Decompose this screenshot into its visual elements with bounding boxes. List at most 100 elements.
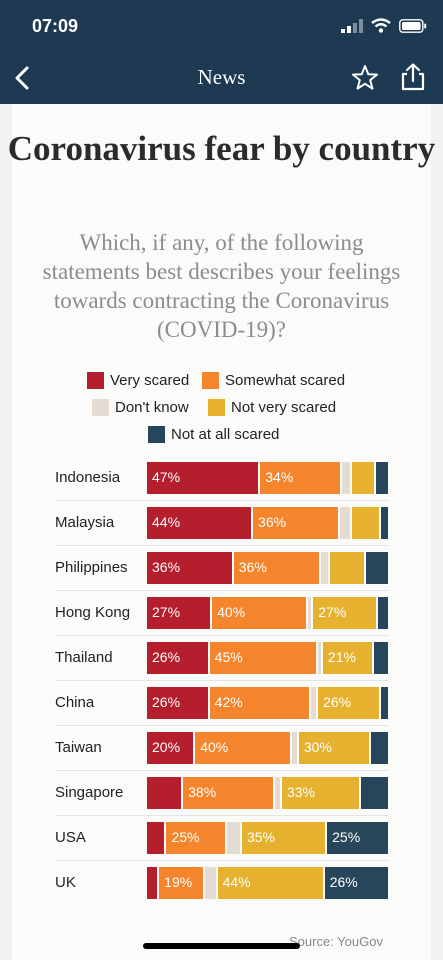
data-label: 44% (152, 514, 181, 530)
bar-segment (351, 462, 374, 494)
data-label: 40% (200, 739, 229, 755)
bar-segment (342, 462, 350, 494)
data-label: 26% (152, 649, 181, 665)
bar-segment: 40% (212, 597, 307, 629)
bar-segment (380, 687, 388, 719)
bar-segment: 36% (147, 552, 232, 584)
bar-segment: 34% (260, 462, 341, 494)
legend-item: Not at all scared (148, 426, 279, 443)
data-label: 25% (171, 829, 200, 845)
bar-segment: 36% (253, 507, 338, 539)
legend-swatch (208, 399, 225, 416)
share-icon[interactable] (398, 62, 428, 92)
bar-segment: 26% (147, 687, 208, 719)
bar-segment: 21% (322, 642, 372, 674)
data-label: 36% (152, 559, 181, 575)
data-label: 26% (323, 694, 352, 710)
category-label: Hong Kong (55, 604, 131, 621)
legend-item: Very scared (87, 372, 189, 389)
bar-segment (291, 732, 297, 764)
bar-row: 27% 40% 27% (147, 597, 388, 629)
wifi-icon (371, 18, 391, 33)
bar-segment (351, 507, 379, 539)
bar-segment: 45% (209, 642, 317, 674)
bar-segment: 42% (209, 687, 309, 719)
legend-item: Don't know (92, 399, 189, 416)
data-label: 20% (152, 739, 181, 755)
data-label: 45% (214, 649, 243, 665)
status-time: 07:09 (32, 16, 79, 36)
row-divider (55, 860, 388, 861)
bar-segment (380, 507, 388, 539)
bar-segment (308, 597, 312, 629)
bar-segment: 40% (195, 732, 290, 764)
bar-segment (274, 777, 280, 809)
bar-row: 38% 33% (147, 777, 388, 809)
legend-label: Don't know (115, 399, 189, 416)
bar-segment: 44% (147, 507, 252, 539)
back-chevron-icon[interactable] (8, 62, 40, 94)
legend-label: Not at all scared (171, 426, 280, 443)
home-indicator[interactable] (143, 943, 300, 949)
bar-segment (366, 552, 388, 584)
legend-swatch (87, 372, 104, 389)
data-label: 25% (332, 829, 361, 845)
bar-segment: 30% (298, 732, 370, 764)
data-label: 42% (214, 694, 243, 710)
data-label: 33% (286, 784, 315, 800)
data-label: 26% (329, 874, 358, 890)
chart-title: Coronavirus fear by country (7, 129, 436, 168)
category-label: China (55, 694, 95, 711)
bar-segment: 27% (147, 597, 211, 629)
legend-label: Somewhat scared (225, 372, 346, 389)
category-label: Singapore (55, 784, 124, 801)
data-label: 30% (303, 739, 332, 755)
chart-subtitle: Which, if any, of the following statemen… (42, 230, 401, 342)
bar-segment: 26% (324, 867, 388, 899)
bar-segment: 35% (241, 822, 326, 854)
bar-row: 26% 42% 26% (147, 687, 388, 719)
bar-segment: 26% (318, 687, 379, 719)
row-divider (55, 815, 388, 816)
bar-segment: 36% (233, 552, 319, 584)
legend-label: Not very scared (231, 399, 337, 416)
row-divider (55, 680, 388, 681)
bar-segment (310, 687, 317, 719)
bar-segment (320, 552, 329, 584)
battery-icon (399, 18, 427, 33)
bar-segment (339, 507, 350, 539)
row-divider (55, 545, 388, 546)
legend-item: Not very scared (208, 399, 336, 416)
data-label: 40% (217, 604, 246, 620)
bar-segment: 20% (147, 732, 194, 764)
bar-segment: 47% (147, 462, 259, 494)
data-label: 27% (152, 604, 181, 620)
category-label: Malaysia (55, 514, 115, 531)
data-label: 34% (265, 469, 294, 485)
data-label: 47% (152, 469, 181, 485)
bar-segment: 44% (217, 867, 323, 899)
bar-segment: 27% (313, 597, 377, 629)
data-label: 26% (152, 694, 181, 710)
data-label: 36% (238, 559, 267, 575)
row-divider (55, 590, 388, 591)
bar-segment: 25% (166, 822, 226, 854)
data-label: 35% (246, 829, 275, 845)
status-bar: 07:09 (0, 0, 443, 52)
bar-segment (147, 777, 182, 809)
legend-swatch (202, 372, 219, 389)
legend-swatch (148, 426, 165, 443)
legend-item: Somewhat scared (202, 372, 345, 389)
bar-segment: 33% (281, 777, 360, 809)
bar-segment (318, 642, 321, 674)
bar-segment: 25% (327, 822, 388, 854)
data-label: 27% (318, 604, 347, 620)
bar-segment (371, 732, 388, 764)
row-divider (55, 770, 388, 771)
bar-segment (227, 822, 240, 854)
star-icon[interactable] (350, 63, 380, 93)
legend-label: Very scared (110, 372, 190, 389)
bar-segment (205, 867, 216, 899)
row-divider (55, 635, 388, 636)
bar-segment (361, 777, 388, 809)
